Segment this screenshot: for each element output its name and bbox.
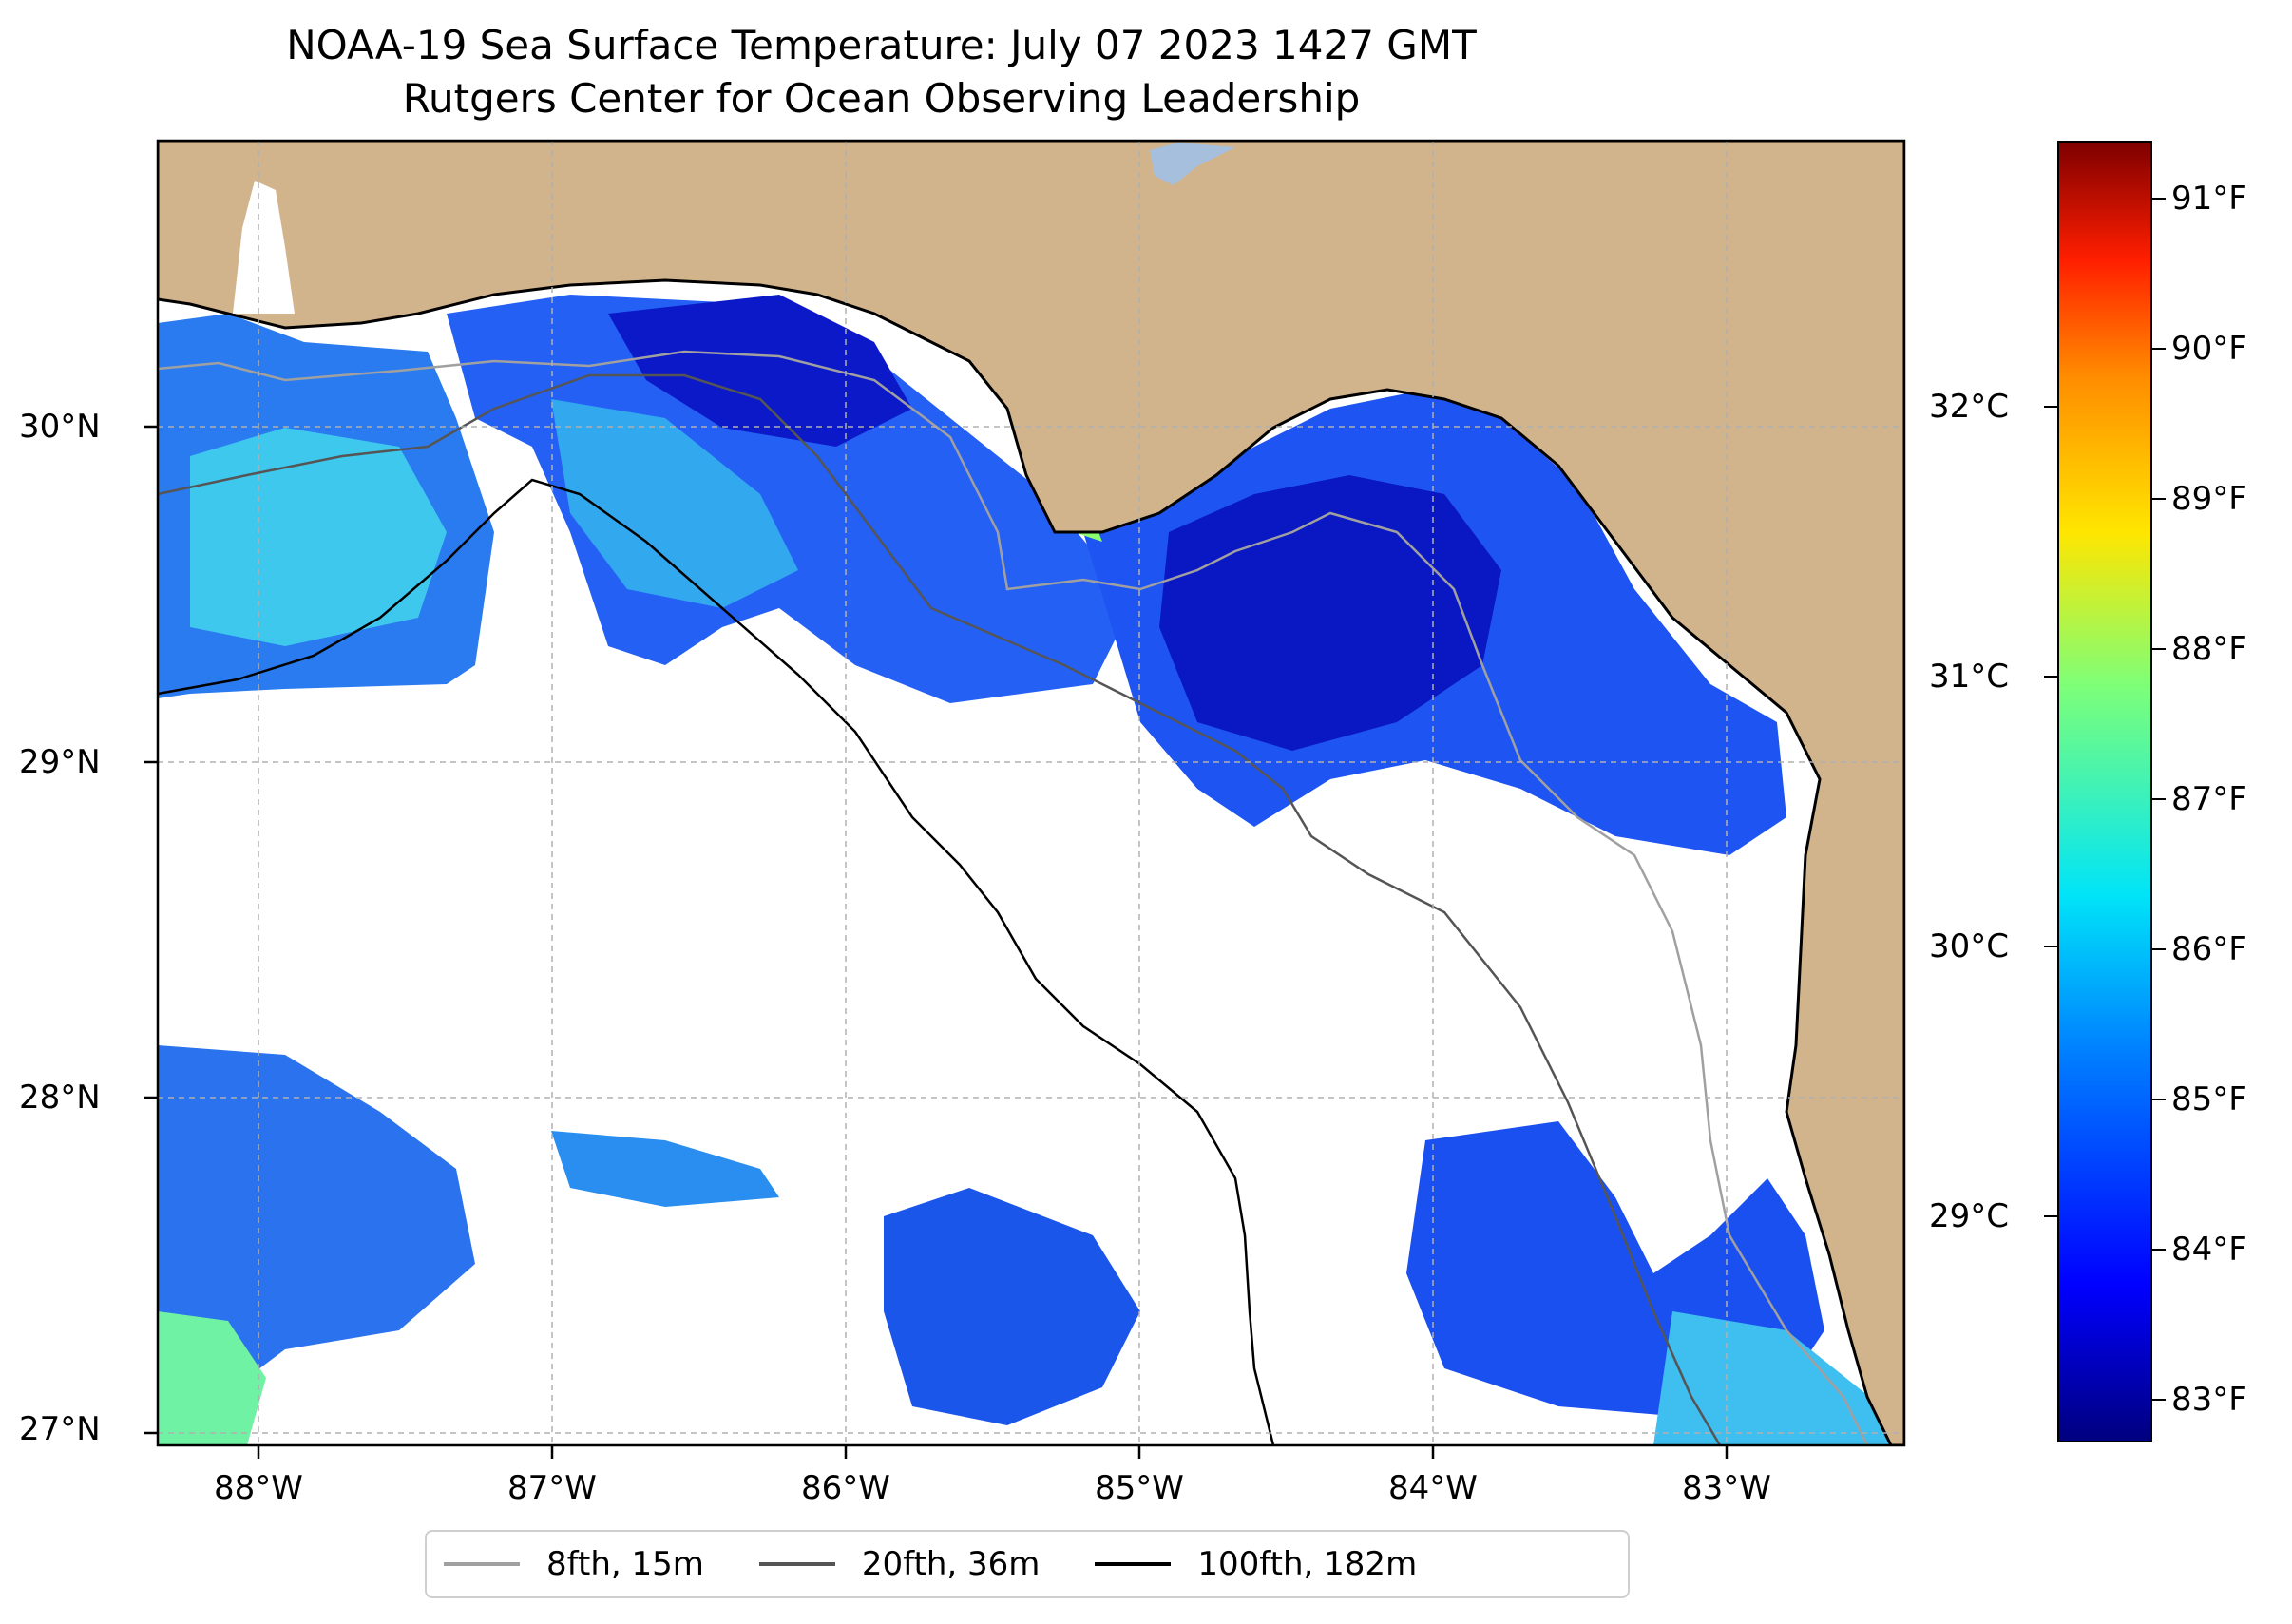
sst-data-layer — [158, 295, 1904, 1445]
lon-label-85w: 85°W — [1095, 1469, 1184, 1507]
cb-label-32c: 32°C — [1929, 388, 2010, 426]
legend-label-20fth: 20fth, 36m — [861, 1545, 1041, 1583]
cb-tick-89f — [2152, 498, 2166, 500]
sst-patch-central-light — [551, 399, 798, 608]
cb-tick-83f — [2152, 1399, 2166, 1401]
map-ticks — [144, 425, 1729, 1459]
cb-tick-90f — [2152, 348, 2166, 350]
depth-contour-legend: 8fth, 15m 20fth, 36m 100fth, 182m — [425, 1530, 1630, 1598]
cb-label-85f: 85°F — [2171, 1080, 2247, 1118]
lat-label-30n: 30°N — [19, 408, 101, 446]
land-mass — [158, 141, 1904, 1445]
mobile-bay-water — [233, 181, 295, 314]
lon-label-86w: 86°W — [801, 1469, 890, 1507]
contour-20fth — [158, 373, 1722, 1445]
cb-tick-32c — [2044, 406, 2057, 408]
map-title-line-2: Rutgers Center for Ocean Observing Leade… — [402, 75, 1361, 122]
sst-colorbar — [2057, 141, 2152, 1442]
sst-patch-south-mid — [551, 1131, 779, 1207]
sst-patch-south-mid2 — [884, 1188, 1140, 1425]
cb-tick-31c — [2044, 676, 2057, 678]
legend-item-20fth: 20fth, 36m — [758, 1545, 1041, 1583]
cb-tick-86f — [2152, 948, 2166, 950]
map-frame — [156, 139, 1906, 1447]
cb-label-31c: 31°C — [1929, 658, 2010, 696]
cb-label-86f: 86°F — [2171, 930, 2247, 968]
lat-label-27n: 27°N — [19, 1410, 101, 1448]
sst-patch-southeast-warm — [1653, 1311, 1904, 1445]
legend-swatch-8fth — [444, 1562, 520, 1566]
legend-swatch-100fth — [1095, 1562, 1172, 1566]
cb-label-84f: 84°F — [2171, 1231, 2247, 1269]
cb-tick-30c — [2044, 946, 2057, 947]
cb-label-89f: 89°F — [2171, 480, 2247, 518]
cb-tick-88f — [2152, 648, 2166, 650]
cb-label-30c: 30°C — [1929, 927, 2010, 965]
cb-tick-29c — [2044, 1215, 2057, 1217]
map-title-line-1: NOAA-19 Sea Surface Temperature: July 07… — [286, 22, 1477, 68]
cb-label-88f: 88°F — [2171, 630, 2247, 668]
sst-patch-central-dark — [608, 295, 912, 447]
cb-label-91f: 91°F — [2171, 180, 2247, 218]
lon-label-83w: 83°W — [1682, 1469, 1771, 1507]
legend-item-8fth: 8fth, 15m — [444, 1545, 704, 1583]
legend-swatch-20fth — [758, 1562, 835, 1566]
cb-label-90f: 90°F — [2171, 330, 2247, 368]
lon-label-84w: 84°W — [1388, 1469, 1478, 1507]
sst-patch-central — [447, 295, 1140, 703]
cb-label-29c: 29°C — [1929, 1197, 2010, 1235]
cb-tick-87f — [2152, 798, 2166, 800]
legend-label-8fth: 8fth, 15m — [546, 1545, 704, 1583]
cb-label-87f: 87°F — [2171, 780, 2247, 818]
sst-patch-south-west-warm — [158, 1311, 266, 1445]
lat-label-28n: 28°N — [19, 1079, 101, 1117]
legend-label-100fth: 100fth, 182m — [1197, 1545, 1418, 1583]
lon-label-87w: 87°W — [507, 1469, 597, 1507]
sst-patch-west-warm — [190, 428, 447, 646]
map-gridlines — [158, 141, 1904, 1445]
cb-label-83f: 83°F — [2171, 1381, 2247, 1419]
lat-label-29n: 29°N — [19, 743, 101, 781]
cb-tick-85f — [2152, 1099, 2166, 1100]
lon-label-88w: 88°W — [214, 1469, 303, 1507]
cb-tick-91f — [2152, 198, 2166, 200]
legend-item-100fth: 100fth, 182m — [1095, 1545, 1417, 1583]
sst-patch-bigbend-dark — [1159, 475, 1501, 751]
cb-tick-84f — [2152, 1249, 2166, 1251]
contour-8fth — [158, 350, 1869, 1445]
contour-100fth — [158, 478, 1275, 1445]
lake-water — [1150, 143, 1235, 185]
